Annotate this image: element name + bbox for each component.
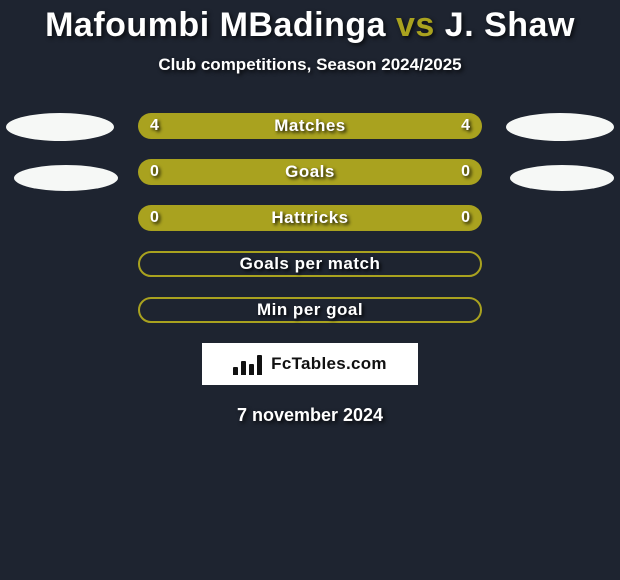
- stat-label: Min per goal: [257, 300, 363, 320]
- stat-label: Matches: [274, 116, 346, 136]
- player2-marker-top: [506, 113, 614, 141]
- stat-value-left: 0: [150, 205, 159, 231]
- stat-row: 0 Hattricks 0: [138, 205, 482, 231]
- player2-marker-bottom: [510, 165, 614, 191]
- subtitle: Club competitions, Season 2024/2025: [0, 55, 620, 75]
- page-title: Mafoumbi MBadinga vs J. Shaw: [0, 6, 620, 45]
- stat-row: Min per goal: [138, 297, 482, 323]
- stats-section: 4 Matches 4 0 Goals 0 0 Hattricks 0 Goal…: [0, 113, 620, 426]
- stat-value-right: 0: [461, 205, 470, 231]
- stat-value-left: 0: [150, 159, 159, 185]
- title-player2: J. Shaw: [445, 6, 575, 44]
- bar-chart-icon: [233, 353, 265, 375]
- brand-text: FcTables.com: [271, 354, 387, 374]
- stat-row: 0 Goals 0: [138, 159, 482, 185]
- stat-row: Goals per match: [138, 251, 482, 277]
- stat-row: 4 Matches 4: [138, 113, 482, 139]
- stat-label: Goals: [285, 162, 335, 182]
- player1-marker-bottom: [14, 165, 118, 191]
- player1-marker-top: [6, 113, 114, 141]
- stat-value-left: 4: [150, 113, 159, 139]
- title-player1: Mafoumbi MBadinga: [45, 6, 386, 44]
- stat-label: Hattricks: [271, 208, 348, 228]
- stat-value-right: 4: [461, 113, 470, 139]
- title-vs: vs: [396, 6, 435, 44]
- brand-box: FcTables.com: [202, 343, 418, 385]
- date-label: 7 november 2024: [0, 405, 620, 426]
- stat-value-right: 0: [461, 159, 470, 185]
- stat-label: Goals per match: [240, 254, 381, 274]
